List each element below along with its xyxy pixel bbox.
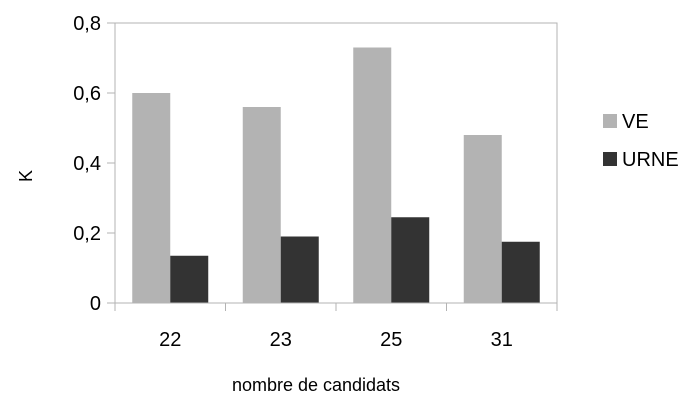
x-axis-label: nombre de candidats bbox=[232, 375, 400, 395]
y-tick-label: 0,2 bbox=[73, 223, 101, 245]
legend-swatch-ve bbox=[603, 114, 617, 128]
bars-group bbox=[132, 47, 540, 303]
bar-urne-23 bbox=[280, 236, 319, 303]
bar-ve-23 bbox=[242, 107, 281, 303]
bar-urne-25 bbox=[391, 217, 430, 303]
legend-swatch-urne bbox=[603, 152, 617, 166]
x-ticks-group: 22 23 25 31 bbox=[114, 303, 558, 351]
y-tick-label: 0,6 bbox=[73, 83, 101, 105]
bar-urne-31 bbox=[501, 241, 540, 303]
legend-label-ve: VE bbox=[622, 111, 649, 133]
bar-ve-31 bbox=[463, 135, 502, 303]
y-axis-label: K bbox=[16, 170, 36, 182]
bar-ve-22 bbox=[132, 93, 171, 303]
x-tick-label: 25 bbox=[380, 329, 402, 351]
x-tick-label: 22 bbox=[159, 329, 181, 351]
x-tick-label: 31 bbox=[491, 329, 513, 351]
legend: VE URNE bbox=[603, 111, 679, 171]
bar-urne-22 bbox=[170, 255, 209, 303]
bar-ve-25 bbox=[353, 47, 392, 303]
y-tick-label: 0,8 bbox=[73, 13, 101, 35]
x-tick-label: 23 bbox=[270, 329, 292, 351]
y-ticks-group: 0 0,2 0,4 0,6 0,8 bbox=[73, 13, 115, 315]
legend-label-urne: URNE bbox=[622, 149, 679, 171]
y-tick-label: 0,4 bbox=[73, 153, 101, 175]
y-tick-label: 0 bbox=[90, 293, 101, 315]
